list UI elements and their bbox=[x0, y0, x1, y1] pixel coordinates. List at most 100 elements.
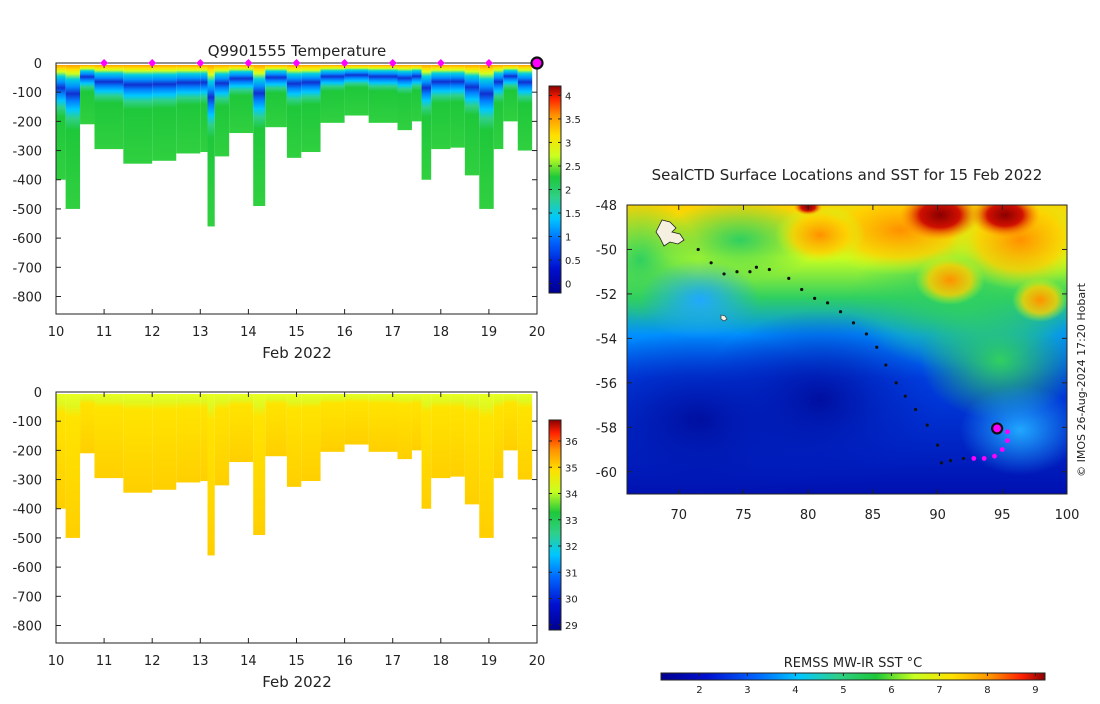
credit-text: © IMOS 26-Aug-2024 17:20 Hobart bbox=[1075, 282, 1088, 476]
profile-column bbox=[493, 394, 504, 479]
surface-marker bbox=[148, 59, 157, 67]
recent-track-point bbox=[1005, 438, 1010, 444]
profile-column bbox=[397, 394, 412, 460]
profile-column bbox=[123, 394, 153, 493]
sst-map-panel: SealCTD Surface Locations and SST for 15… bbox=[596, 166, 1088, 696]
x-tick-label: 10 bbox=[48, 654, 65, 669]
y-tick-label: -300 bbox=[12, 145, 42, 160]
x-tick-label: 13 bbox=[192, 325, 209, 340]
track-point bbox=[961, 456, 966, 461]
y-tick-label: 0 bbox=[34, 57, 42, 72]
surface-marker bbox=[100, 59, 109, 67]
y-tick-label: -700 bbox=[12, 590, 42, 605]
track-point bbox=[939, 461, 944, 465]
track-point bbox=[709, 261, 713, 265]
profile-column bbox=[368, 394, 398, 452]
track-point bbox=[800, 287, 804, 292]
island bbox=[655, 219, 685, 247]
x-tick-label: 95 bbox=[994, 508, 1011, 523]
salinity-x-axis: 10 11 12 13 14 15 16 17 18 19 20 bbox=[48, 392, 546, 669]
colorbar-tick-label: 35 bbox=[565, 463, 578, 474]
seal-track bbox=[696, 247, 1010, 465]
profile-column bbox=[479, 394, 494, 538]
x-tick-label: 80 bbox=[800, 508, 817, 523]
temperature-x-axis: 10 11 12 13 14 15 16 17 18 19 20 bbox=[48, 63, 545, 340]
x-tick-label: 14 bbox=[240, 654, 257, 669]
profile-column bbox=[503, 394, 518, 451]
track-point bbox=[838, 310, 843, 314]
profile-column bbox=[200, 65, 208, 153]
track-point bbox=[748, 270, 752, 274]
x-tick-label: 75 bbox=[735, 508, 752, 523]
y-tick-label: -100 bbox=[12, 415, 42, 430]
profile-column bbox=[80, 394, 95, 454]
track-point bbox=[813, 296, 817, 300]
profile-column bbox=[286, 65, 302, 158]
profile-column bbox=[493, 65, 504, 150]
y-tick-label: -200 bbox=[12, 115, 42, 130]
salinity-profiles bbox=[56, 394, 533, 556]
track-point bbox=[787, 276, 791, 280]
colorbar-tick-label: 3.5 bbox=[565, 115, 581, 126]
profile-column bbox=[450, 65, 465, 148]
colorbar-tick-label: 2 bbox=[565, 186, 571, 197]
salinity-panel: 0 -100 -200 -300 -400 -500 -600 -700 -800 10 11 12… bbox=[12, 386, 577, 691]
x-tick-label: 12 bbox=[144, 654, 161, 669]
profile-column bbox=[431, 65, 451, 150]
colorbar-tick-label: 5 bbox=[840, 685, 846, 696]
profile-column bbox=[94, 394, 124, 479]
x-tick-label: 20 bbox=[529, 654, 546, 669]
x-tick-label: 19 bbox=[481, 654, 498, 669]
track-point bbox=[925, 423, 929, 427]
x-tick-label: 12 bbox=[144, 325, 161, 340]
y-tick-label: -58 bbox=[596, 421, 617, 436]
y-tick-label: 0 bbox=[34, 386, 42, 401]
profile-column bbox=[411, 394, 422, 451]
y-tick-label: -56 bbox=[596, 377, 617, 392]
track-point bbox=[767, 267, 771, 272]
x-tick-label: 15 bbox=[288, 325, 305, 340]
colorbar-tick-label: 3 bbox=[744, 685, 750, 696]
colorbar-tick-label: 4 bbox=[792, 685, 798, 696]
track-point bbox=[754, 265, 759, 269]
profile-column bbox=[320, 65, 345, 123]
x-tick-label: 15 bbox=[288, 654, 305, 669]
x-tick-label: 70 bbox=[670, 508, 687, 523]
x-tick-label: 11 bbox=[96, 654, 113, 669]
x-tick-label: 11 bbox=[96, 325, 113, 340]
profile-column bbox=[411, 65, 422, 122]
profile-column bbox=[94, 65, 124, 150]
temperature-surface-markers bbox=[100, 56, 544, 70]
track-point bbox=[875, 345, 879, 349]
y-tick-label: -500 bbox=[12, 532, 42, 547]
track-point bbox=[696, 247, 700, 252]
colorbar-tick-label: 7 bbox=[936, 685, 942, 696]
profile-column bbox=[123, 65, 153, 164]
surface-marker bbox=[388, 59, 397, 67]
profile-column bbox=[56, 65, 66, 180]
x-tick-label: 16 bbox=[336, 325, 353, 340]
profile-column bbox=[229, 394, 254, 463]
x-tick-label: 10 bbox=[48, 325, 65, 340]
salinity-y-axis: 0 -100 -200 -300 -400 -500 -600 -700 -800 bbox=[12, 386, 537, 634]
profile-column bbox=[65, 394, 81, 538]
x-tick-label: 17 bbox=[384, 654, 401, 669]
sst-colorbar bbox=[660, 672, 1046, 681]
colorbar-tick-label: 36 bbox=[565, 437, 578, 448]
track-point bbox=[722, 272, 726, 276]
x-tick-label: 14 bbox=[240, 325, 257, 340]
y-tick-label: -48 bbox=[596, 199, 617, 214]
x-tick-label: 19 bbox=[481, 325, 498, 340]
profile-column bbox=[207, 394, 215, 556]
profile-column bbox=[229, 65, 254, 134]
x-tick-label: 85 bbox=[865, 508, 882, 523]
colorbar-tick-label: 1 bbox=[565, 233, 571, 244]
colorbar-tick-label: 3 bbox=[565, 138, 571, 149]
y-tick-label: -300 bbox=[12, 474, 42, 489]
colorbar-tick-label: 6 bbox=[888, 685, 894, 696]
profile-column bbox=[56, 394, 66, 509]
y-tick-label: -800 bbox=[12, 290, 42, 305]
y-tick-label: -200 bbox=[12, 444, 42, 459]
colorbar-tick-label: 1.5 bbox=[565, 209, 581, 220]
surface-marker bbox=[340, 59, 349, 67]
